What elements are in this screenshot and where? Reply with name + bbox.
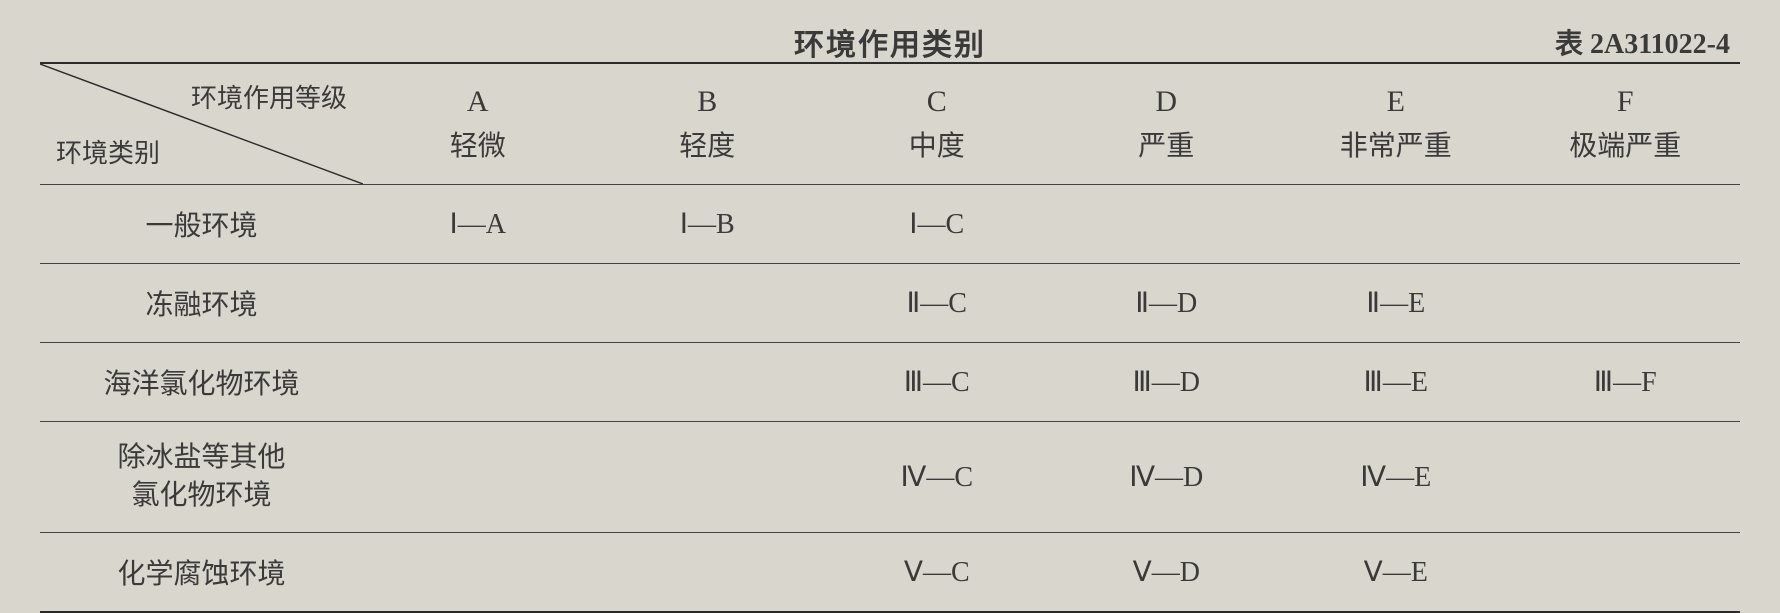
table-cell [1511,185,1741,264]
table-cell: Ⅰ—C [822,185,1052,264]
row-header: 冻融环境 [40,264,363,343]
col-label: 严重 [1052,130,1282,164]
table-row: 除冰盐等其他氯化物环境 Ⅳ—CⅣ—DⅣ—E [40,422,1740,533]
diag-header-bottom: 环境类别 [56,133,160,170]
table-cell: Ⅱ—D [1052,264,1282,343]
col-label: 非常严重 [1281,130,1511,164]
row-header: 除冰盐等其他氯化物环境 [40,422,363,533]
col-letter: E [1281,84,1511,120]
table-cell: Ⅴ—C [822,533,1052,613]
table-cell [593,264,823,343]
table-cell [1511,422,1741,533]
col-header-D: D 严重 [1052,63,1282,185]
table-header-row: 环境作用等级 环境类别 A 轻微 B 轻度 C 中度 D 严重 [40,63,1740,185]
table-number: 表 2A311022-4 [1555,22,1730,62]
diag-header-top: 环境作用等级 [191,78,347,115]
table-cell: Ⅱ—E [1281,264,1511,343]
table-cell: Ⅳ—E [1281,422,1511,533]
table-row: 化学腐蚀环境 Ⅴ—CⅤ—DⅤ—E [40,533,1740,613]
col-letter: F [1511,84,1741,120]
table-body: 一般环境Ⅰ—AⅠ—BⅠ—C冻融环境Ⅱ—CⅡ—DⅡ—E海洋氯化物环境Ⅲ—CⅢ—DⅢ… [40,185,1740,613]
col-header-C: C 中度 [822,63,1052,185]
col-header-B: B 轻度 [593,63,823,185]
environment-table: 环境作用等级 环境类别 A 轻微 B 轻度 C 中度 D 严重 [40,62,1740,613]
col-label: 中度 [822,130,1052,164]
page: 环境作用类别 表 2A311022-4 环境作用等级 环境类别 [0,6,1780,612]
table-row: 一般环境Ⅰ—AⅠ—BⅠ—C [40,185,1740,264]
table-cell [593,533,823,613]
col-label: 轻度 [593,130,823,164]
title-row: 环境作用类别 表 2A311022-4 [40,6,1740,62]
table-cell [593,343,823,422]
col-letter: C [822,84,1052,120]
table-cell: Ⅱ—C [822,264,1052,343]
table-cell: Ⅲ—D [1052,343,1282,422]
col-letter: A [363,84,593,120]
col-header-F: F 极端严重 [1511,63,1741,185]
table-cell [363,264,593,343]
row-header: 一般环境 [40,185,363,264]
col-label: 极端严重 [1511,130,1741,164]
table-cell [1511,533,1741,613]
row-header: 海洋氯化物环境 [40,343,363,422]
col-header-E: E 非常严重 [1281,63,1511,185]
table-cell [1052,185,1282,264]
col-letter: D [1052,84,1282,120]
table-row: 海洋氯化物环境 Ⅲ—CⅢ—DⅢ—EⅢ—F [40,343,1740,422]
table-cell: Ⅰ—B [593,185,823,264]
table-cell [1281,185,1511,264]
table-cell [1511,264,1741,343]
table-cell [363,422,593,533]
table-cell: Ⅲ—E [1281,343,1511,422]
table-cell [593,422,823,533]
table-cell: Ⅰ—A [363,185,593,264]
table-cell [363,343,593,422]
table-row: 冻融环境 Ⅱ—CⅡ—DⅡ—E [40,264,1740,343]
row-header: 化学腐蚀环境 [40,533,363,613]
diagonal-header-cell: 环境作用等级 环境类别 [40,63,363,185]
table-cell: Ⅴ—E [1281,533,1511,613]
col-header-A: A 轻微 [363,63,593,185]
table-cell: Ⅳ—C [822,422,1052,533]
col-letter: B [593,84,823,120]
table-cell: Ⅳ—D [1052,422,1282,533]
table-title: 环境作用类别 [794,20,986,64]
table-cell: Ⅲ—C [822,343,1052,422]
table-cell [363,533,593,613]
col-label: 轻微 [363,130,593,164]
table-cell: Ⅲ—F [1511,343,1741,422]
table-cell: Ⅴ—D [1052,533,1282,613]
